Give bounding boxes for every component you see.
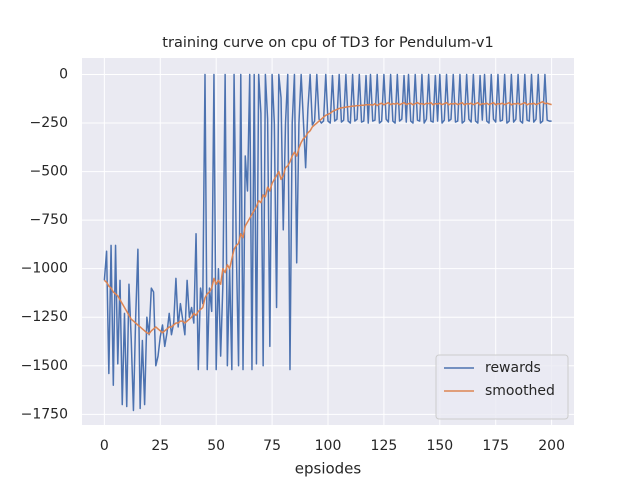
legend-label: rewards (485, 360, 541, 376)
series-line (103, 73, 552, 412)
x-tick-label: 25 (151, 438, 169, 454)
y-tick-label: −750 (30, 212, 68, 228)
y-tick-label: −1250 (21, 309, 68, 325)
x-tick-label: 150 (426, 438, 453, 454)
y-tick-label: 0 (59, 67, 68, 83)
x-tick-label: 75 (263, 438, 281, 454)
y-tick-label: −1500 (21, 358, 68, 374)
x-tick-label: 125 (371, 438, 398, 454)
x-tick-label: 50 (207, 438, 225, 454)
y-tick-label: −500 (30, 164, 68, 180)
legend-box (435, 354, 569, 420)
legend: rewards smoothed (435, 354, 569, 420)
x-tick-label: 200 (538, 438, 565, 454)
marks (103, 73, 552, 412)
x-tick-label: 0 (100, 438, 109, 454)
y-tick-label: −250 (30, 115, 68, 131)
x-tick-label: 100 (315, 438, 342, 454)
legend-label: smoothed (485, 383, 555, 399)
y-tick-label: −1750 (21, 406, 68, 422)
y-tick-label: −1000 (21, 261, 68, 277)
chart-title: training curve on cpu of TD3 for Pendulu… (162, 35, 493, 51)
x-tick-label: 175 (482, 438, 509, 454)
x-axis-label: epsiodes (295, 460, 362, 478)
series-line (103, 100, 552, 335)
